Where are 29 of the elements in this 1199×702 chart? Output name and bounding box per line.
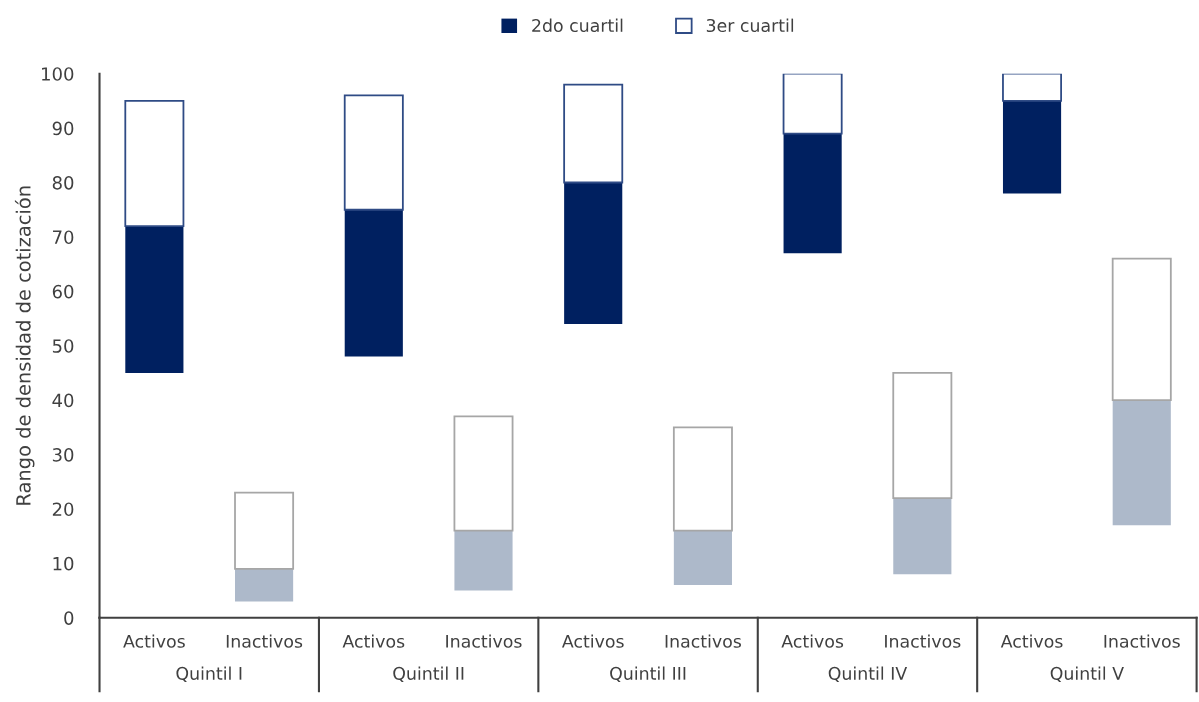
text: Quintil I	[176, 666, 242, 682]
text: Quintil V	[1050, 666, 1124, 682]
y-tick-label: 0	[64, 611, 74, 625]
text: Quintil IV	[828, 666, 908, 682]
x-tick-label: Inactivos	[1104, 634, 1180, 648]
y-tick-label: 60	[52, 284, 74, 299]
y-tick-label: 100	[42, 67, 74, 81]
x-tick-label: Activos	[123, 634, 185, 648]
y-tick-label: 80	[52, 175, 74, 190]
y-tick-label: 90	[52, 121, 74, 136]
x-tick-label: Activos	[1000, 634, 1063, 648]
y-tick-label: 50	[52, 339, 74, 353]
legend-label: 2do cuartil	[532, 18, 623, 33]
text: Quintil II	[393, 666, 464, 682]
y-tick-label: 70	[53, 230, 74, 245]
x-tick-label: Inactivos	[226, 634, 303, 648]
x-tick-label: Inactivos	[885, 634, 961, 648]
y-tick-label: 40	[52, 393, 74, 408]
x-tick-label: Activos	[781, 634, 844, 648]
y-axis-title: Rango de densidad de cotización	[14, 186, 35, 505]
x-tick-label: Inactivos	[665, 634, 742, 648]
x-tick-label: Activos	[342, 634, 405, 648]
y-tick-label: 20	[52, 502, 74, 517]
y-tick-label: 30	[52, 448, 74, 462]
legend-label: 3er cuartil	[706, 18, 794, 33]
text: Quintil III	[610, 666, 686, 682]
x-tick-label: Activos	[562, 634, 624, 648]
y-tick-label: 10	[53, 556, 74, 571]
x-tick-label: Inactivos	[446, 634, 522, 648]
